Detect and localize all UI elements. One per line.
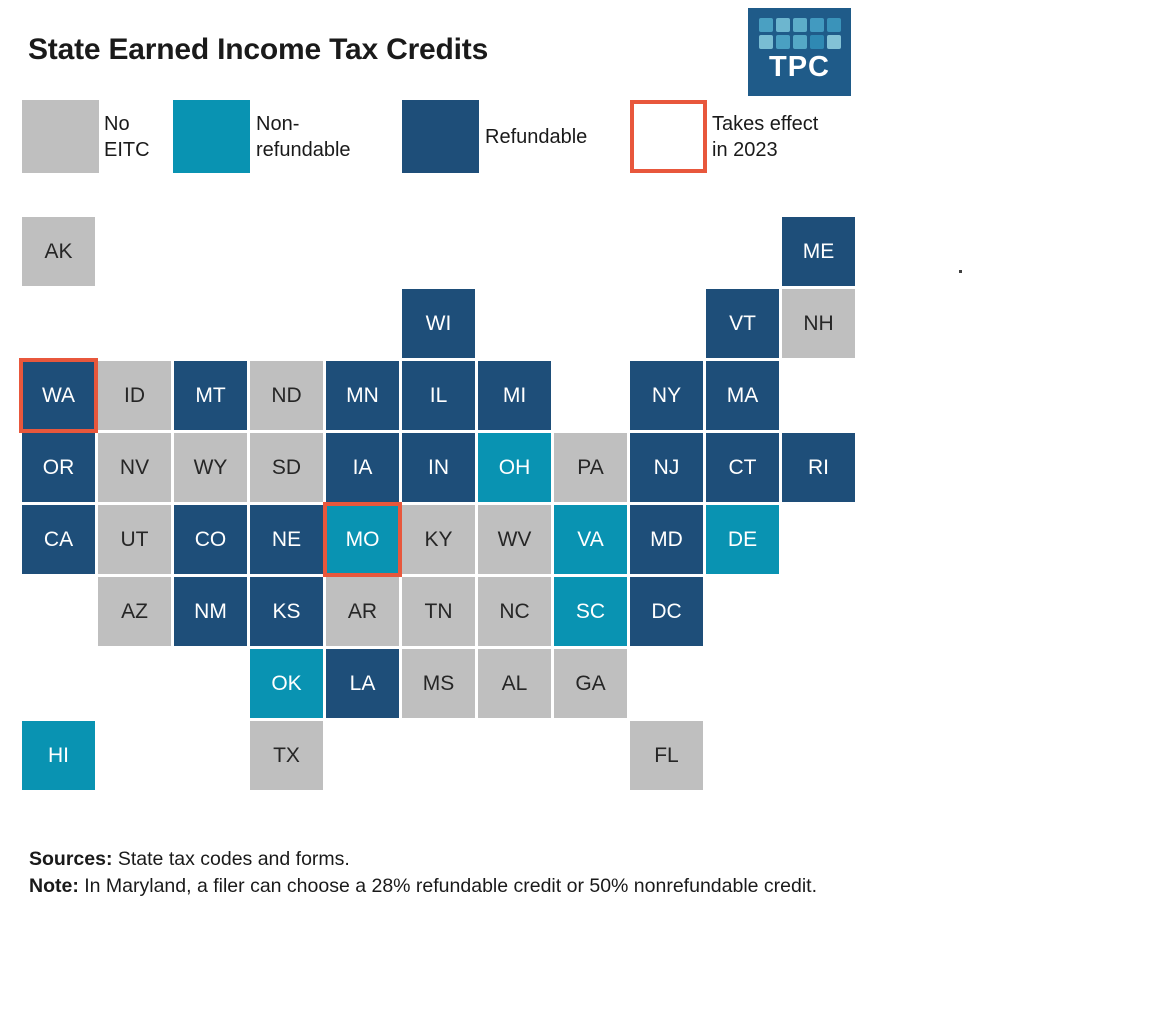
state-tile-wv: WV <box>478 505 551 574</box>
state-tile-de: DE <box>706 505 779 574</box>
state-tile-nd: ND <box>250 361 323 430</box>
state-tile-ca: CA <box>22 505 95 574</box>
legend-label-line: Non- <box>256 112 300 135</box>
tpc-logo-square-1-0 <box>758 35 773 49</box>
tpc-logo-square-0-2 <box>792 18 807 32</box>
legend-label-line: refundable <box>256 138 351 161</box>
state-tile-pa: PA <box>554 433 627 502</box>
footnotes: Sources: State tax codes and forms. Note… <box>29 846 834 899</box>
state-tile-vt: VT <box>706 289 779 358</box>
legend-label-none: No EITC <box>104 100 150 173</box>
state-tile-nm: NM <box>174 577 247 646</box>
state-tile-wi: WI <box>402 289 475 358</box>
state-tile-nc: NC <box>478 577 551 646</box>
tpc-logo-text: TPC <box>769 51 830 83</box>
state-tile-la: LA <box>326 649 399 718</box>
state-tile-ga: GA <box>554 649 627 718</box>
state-tile-wa: WA <box>19 358 98 433</box>
state-tile-mi: MI <box>478 361 551 430</box>
state-tile-fl: FL <box>630 721 703 790</box>
state-tile-ne: NE <box>250 505 323 574</box>
state-tile-ky: KY <box>402 505 475 574</box>
state-tile-tx: TX <box>250 721 323 790</box>
state-tile-al: AL <box>478 649 551 718</box>
tpc-logo-square-1-4 <box>826 35 841 49</box>
legend-swatch-refundable <box>402 100 479 173</box>
legend-swatch-nonrefundable <box>173 100 250 173</box>
state-tile-il: IL <box>402 361 475 430</box>
state-tile-id: ID <box>98 361 171 430</box>
state-tile-tn: TN <box>402 577 475 646</box>
tpc-logo: TPC <box>748 8 851 96</box>
state-tile-in: IN <box>402 433 475 502</box>
tpc-logo-square-0-4 <box>826 18 841 32</box>
state-tile-ok: OK <box>250 649 323 718</box>
tpc-logo-square-0-3 <box>809 18 824 32</box>
state-tile-sc: SC <box>554 577 627 646</box>
state-tile-ia: IA <box>326 433 399 502</box>
state-tile-mn: MN <box>326 361 399 430</box>
tpc-logo-square-0-1 <box>775 18 790 32</box>
state-tile-mt: MT <box>174 361 247 430</box>
state-tile-az: AZ <box>98 577 171 646</box>
legend-label-effect2023: Takes effect in 2023 <box>712 100 818 173</box>
legend-label-refundable: Refundable <box>485 100 587 173</box>
state-tile-ut: UT <box>98 505 171 574</box>
tpc-logo-square-1-3 <box>809 35 824 49</box>
legend-label-line: in 2023 <box>712 138 778 161</box>
state-tile-nv: NV <box>98 433 171 502</box>
page-title: State Earned Income Tax Credits <box>28 33 489 66</box>
legend-swatch-effect2023 <box>630 100 707 173</box>
state-tile-ma: MA <box>706 361 779 430</box>
state-tile-nj: NJ <box>630 433 703 502</box>
state-tile-ks: KS <box>250 577 323 646</box>
state-tile-hi: HI <box>22 721 95 790</box>
note-text: In Maryland, a filer can choose a 28% re… <box>78 874 818 897</box>
legend-label-nonrefundable: Non-refundable <box>256 100 351 173</box>
state-tile-ak: AK <box>22 217 95 286</box>
state-tile-va: VA <box>554 505 627 574</box>
state-tile-or: OR <box>22 433 95 502</box>
tpc-logo-square-0-0 <box>758 18 773 32</box>
state-tile-ar: AR <box>326 577 399 646</box>
legend-label-line: Takes effect <box>712 112 819 135</box>
state-tile-ct: CT <box>706 433 779 502</box>
legend-label-line: Refundable <box>485 125 588 148</box>
state-tile-mo: MO <box>323 502 402 577</box>
sources-text: State tax codes and forms. <box>112 848 350 870</box>
note-line: Note: In Maryland, a filer can choose a … <box>29 873 834 900</box>
state-tile-ms: MS <box>402 649 475 718</box>
legend-label-line: EITC <box>104 138 150 161</box>
sources-line: Sources: State tax codes and forms. <box>29 846 834 873</box>
state-tile-ny: NY <box>630 361 703 430</box>
state-tile-wy: WY <box>174 433 247 502</box>
stray-dot-artifact <box>959 270 962 273</box>
tpc-logo-square-1-1 <box>775 35 790 49</box>
state-tile-md: MD <box>630 505 703 574</box>
state-tile-oh: OH <box>478 433 551 502</box>
legend-label-line: No <box>104 112 130 135</box>
note-label: Note: <box>29 874 79 897</box>
legend-swatch-none <box>22 100 99 173</box>
state-tile-nh: NH <box>782 289 855 358</box>
state-tile-co: CO <box>174 505 247 574</box>
state-tile-ri: RI <box>782 433 855 502</box>
state-tile-dc: DC <box>630 577 703 646</box>
tpc-logo-mosaic-icon <box>748 8 851 49</box>
state-tile-sd: SD <box>250 433 323 502</box>
sources-label: Sources: <box>29 848 113 870</box>
state-tile-me: ME <box>782 217 855 286</box>
tpc-logo-square-1-2 <box>792 35 807 49</box>
